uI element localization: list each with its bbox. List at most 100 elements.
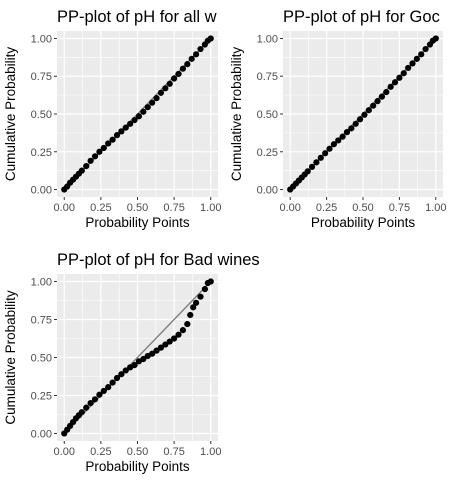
data-point [184,61,191,68]
data-point [131,116,138,124]
data-point [118,371,125,378]
data-point [144,104,151,111]
data-point [109,379,116,386]
x-tick-label: 0.25 [316,202,337,214]
x-tick-label: 0.50 [127,202,148,214]
data-point [179,65,187,72]
x-tick-label: 0.75 [389,202,410,214]
data-point [157,344,165,351]
data-point [166,338,173,345]
x-tick-label: 0.75 [163,446,184,458]
y-tick-label: 0.75 [31,315,52,327]
data-point [179,327,187,334]
data-point [201,286,208,293]
data-point [175,70,182,78]
data-point [153,347,160,354]
data-point [304,168,311,175]
data-point [135,113,143,120]
data-point [184,320,191,328]
y-tick-label: 0.25 [31,390,52,402]
x-tick-label: 1.00 [425,202,446,214]
data-point [140,355,147,363]
data-point [374,98,381,105]
data-point [105,384,112,391]
data-point [422,45,429,53]
data-point [365,107,372,114]
data-point [105,140,112,147]
data-point [171,75,178,82]
data-point [330,141,337,148]
data-point [361,111,368,118]
data-point [140,108,147,115]
data-point [335,137,342,144]
data-point [131,361,138,369]
data-point [171,335,178,342]
data-point [197,293,204,300]
data-point [175,331,182,338]
data-point [166,80,173,87]
chart-title: PP-plot of pH for Bad wines [57,251,260,269]
x-tick-label: 0.00 [279,202,300,214]
data-point [383,88,390,96]
y-tick-label: 0.75 [257,71,278,83]
data-point [343,129,351,136]
data-point [391,79,399,86]
data-point [322,150,329,157]
y-axis-title: Cumulative Probability [229,47,244,182]
data-point [409,60,416,67]
data-point [96,148,103,155]
data-point [149,99,156,106]
y-axis-title: Cumulative Probability [3,290,18,425]
data-point [432,35,439,42]
data-point [308,163,316,170]
data-point [100,144,107,152]
data-point [378,93,386,100]
chart-title: PP-plot of pH for all w [57,8,217,26]
data-point [348,125,355,132]
data-point [352,120,359,127]
data-point [193,51,200,58]
data-point [413,55,420,62]
data-point [127,120,134,127]
x-tick-label: 0.00 [54,202,75,214]
data-point [122,367,129,374]
data-point [187,311,194,319]
data-point [91,396,99,403]
data-point [113,374,121,382]
data-point [96,391,103,398]
x-tick-label: 0.50 [352,202,373,214]
x-axis-title: Probability Points [85,215,190,230]
data-point [149,350,156,357]
y-tick-label: 0.25 [31,147,52,159]
y-tick-label: 1.00 [31,33,52,45]
data-point [87,399,94,407]
x-tick-label: 1.00 [200,446,221,458]
data-point [326,145,333,152]
data-point [83,404,90,411]
data-point [157,89,165,96]
data-point [405,64,412,72]
x-tick-label: 1.00 [200,202,221,214]
data-point [83,163,90,170]
data-point [207,35,214,42]
data-point [317,154,324,161]
y-tick-label: 0.50 [257,109,278,121]
data-point [190,304,197,311]
y-tick-label: 1.00 [257,33,278,45]
data-point [400,70,407,77]
data-point [162,85,169,92]
data-point [162,341,169,348]
data-point [207,278,214,285]
data-point [193,299,200,306]
data-point [339,133,346,140]
data-point [122,124,129,131]
y-tick-label: 0.00 [257,185,278,197]
data-point [153,95,160,102]
pp-plot-panel-2: 0.000.00 0.25 0.25 0.50 0.50 0.75 0.75 1.00 1.00… [229,8,447,230]
y-tick-label: 0.25 [257,147,278,159]
data-point [188,55,195,62]
data-point [113,132,121,139]
data-point [109,136,116,143]
